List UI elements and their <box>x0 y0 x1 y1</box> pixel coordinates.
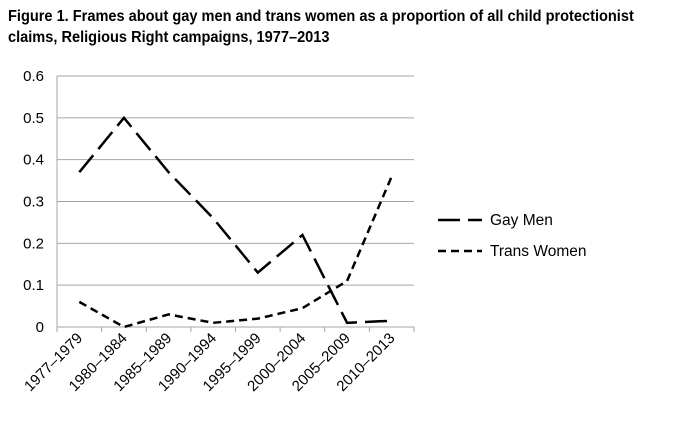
y-tick-label: 0.3 <box>23 194 44 211</box>
y-tick-label: 0.2 <box>23 235 44 252</box>
y-tick-label: 0.6 <box>23 68 44 85</box>
y-tick-label: 0.1 <box>23 277 44 294</box>
legend: Gay Men Trans Women <box>438 212 586 260</box>
chart-title-line-1: Figure 1. Frames about gay men and trans… <box>8 8 634 25</box>
x-axis-tick-labels: 1977–19791980–19841985–19891990–19941995… <box>21 330 398 395</box>
y-axis-tick-labels: 0 0.1 0.2 0.3 0.4 0.5 0.6 <box>23 68 44 336</box>
legend-label: Trans Women <box>490 243 586 260</box>
y-tick-label: 0.4 <box>23 152 44 169</box>
legend-label: Gay Men <box>490 212 553 229</box>
chart-title-line-2: claims, Religious Right campaigns, 1977–… <box>8 29 330 46</box>
chart-title: Figure 1. Frames about gay men and trans… <box>8 6 657 48</box>
series-line-trans-women <box>78 175 393 329</box>
y-tick-label: 0 <box>36 319 44 336</box>
gridlines <box>56 75 415 332</box>
series-line-gay-men <box>78 115 392 325</box>
series-lines <box>78 115 393 329</box>
y-tick-label: 0.5 <box>23 110 44 127</box>
